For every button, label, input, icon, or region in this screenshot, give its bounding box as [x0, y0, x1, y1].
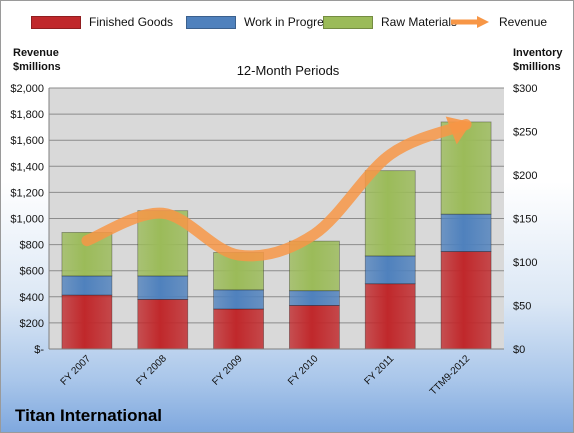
- left-tick-label: $1,800: [10, 109, 44, 121]
- bar-work-in-progress: [137, 275, 189, 300]
- right-tick-label: $200: [513, 170, 537, 182]
- company-name: Titan International: [15, 406, 163, 425]
- category-label: FY 2007: [59, 353, 94, 388]
- legend-label-raw-materials: Raw Materials: [381, 15, 458, 29]
- revenue-line: [81, 119, 472, 262]
- right-axis-title: Inventory $millions: [513, 46, 563, 74]
- bar-work-in-progress: [289, 290, 340, 306]
- right-tick-label: $250: [513, 127, 537, 139]
- left-axis-title-line2: $millions: [13, 61, 61, 73]
- right-tick-label: $50: [513, 301, 531, 313]
- right-axis-title-line2: $millions: [513, 61, 561, 73]
- left-tick-label: $1,600: [10, 135, 44, 147]
- left-tick-label: $1,000: [10, 214, 44, 226]
- legend-swatch-work-in-progress: [186, 15, 236, 29]
- left-tick-label: $1,400: [10, 161, 44, 173]
- bar-finished-goods: [289, 305, 340, 350]
- category-label: TTM9-2012: [428, 353, 473, 398]
- legend-item-revenue: Revenue: [449, 15, 547, 29]
- left-tick-label: $600: [20, 266, 44, 278]
- legend-arrow-revenue: [451, 16, 489, 28]
- left-tick-label: $200: [20, 318, 44, 330]
- legend-label-work-in-progress: Work in Progress: [244, 15, 336, 29]
- bar-raw-materials: [440, 121, 492, 215]
- bar-finished-goods: [213, 308, 264, 350]
- legend-swatch-raw-materials: [323, 15, 373, 29]
- left-tick-label: $800: [20, 240, 44, 252]
- category-label: FY 2008: [134, 353, 169, 388]
- bar-raw-materials: [364, 170, 416, 257]
- right-tick-label: $300: [513, 83, 537, 95]
- legend-label-finished-goods: Finished Goods: [89, 15, 174, 29]
- bar-finished-goods: [364, 283, 416, 350]
- right-axis-title-line1: Inventory: [513, 47, 563, 59]
- bar-work-in-progress: [61, 275, 113, 296]
- left-axis-title-line1: Revenue: [13, 47, 59, 59]
- revenue-arrow-head: [445, 116, 472, 145]
- category-label: FY 2009: [210, 353, 245, 388]
- right-tick-label: $0: [513, 344, 525, 356]
- right-tick-label: $150: [513, 214, 537, 226]
- left-tick-label: $-: [34, 344, 44, 356]
- left-tick-label: $2,000: [10, 83, 44, 95]
- legend-item-raw-materials: Raw Materials: [323, 15, 457, 29]
- category-label: FY 2011: [363, 353, 397, 387]
- chart-legend: Finished Goods Work in Progress Raw Mate…: [1, 15, 573, 35]
- legend-item-finished-goods: Finished Goods: [31, 15, 173, 29]
- legend-item-work-in-progress: Work in Progress: [186, 15, 336, 29]
- chart-subtitle: 12-Month Periods: [236, 63, 340, 78]
- bar-finished-goods: [440, 251, 492, 350]
- legend-swatch-finished-goods: [31, 15, 81, 29]
- bar-finished-goods: [137, 299, 189, 350]
- left-tick-label: $400: [20, 292, 44, 304]
- category-label: FY 2010: [286, 353, 321, 388]
- bar-finished-goods: [61, 294, 113, 350]
- bar-work-in-progress: [213, 289, 264, 310]
- left-axis-title: Revenue $millions: [13, 46, 61, 74]
- bar-work-in-progress: [440, 213, 492, 252]
- bar-work-in-progress: [364, 255, 416, 285]
- right-tick-label: $100: [513, 257, 537, 269]
- legend-label-revenue: Revenue: [499, 15, 548, 29]
- left-tick-label: $1,200: [10, 187, 44, 199]
